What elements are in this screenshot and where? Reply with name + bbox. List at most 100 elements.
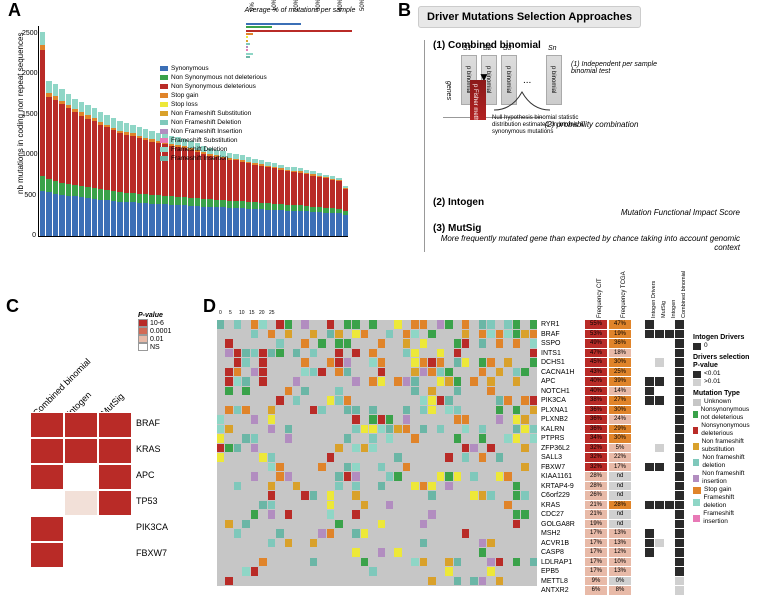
d-cell xyxy=(496,330,503,339)
legend-item: Stop loss xyxy=(160,100,267,109)
d-gene-label: LDLRAP1 xyxy=(541,558,575,568)
side-cell xyxy=(645,501,654,510)
d-cell xyxy=(251,463,258,472)
d-cell xyxy=(513,558,520,567)
d-cell xyxy=(487,387,494,396)
side-cell xyxy=(655,586,664,595)
side-cell xyxy=(665,358,674,367)
d-cell xyxy=(428,320,435,329)
d-row xyxy=(217,567,537,576)
d-cell xyxy=(487,396,494,405)
d-cell xyxy=(454,349,461,358)
d-row xyxy=(217,548,537,557)
d-cell xyxy=(217,339,224,348)
d-cell xyxy=(369,463,376,472)
d-cell xyxy=(318,425,325,434)
freq-tcga-cell: 36% xyxy=(609,339,631,348)
d-cell xyxy=(530,330,537,339)
side-cell xyxy=(675,548,684,557)
d-cell xyxy=(454,491,461,500)
d-cell xyxy=(242,406,249,415)
d-cell xyxy=(378,368,385,377)
d-xtick: 25 xyxy=(269,310,275,316)
d-cell xyxy=(293,339,300,348)
d-cell xyxy=(361,368,368,377)
freq-tcga-cell: 27% xyxy=(609,396,631,405)
d-cell xyxy=(437,558,444,567)
d-cell xyxy=(242,349,249,358)
freq-tcga-cell: 28% xyxy=(609,501,631,510)
d-cell xyxy=(276,377,283,386)
d-cell xyxy=(361,539,368,548)
d-cell xyxy=(487,406,494,415)
d-cell xyxy=(217,510,224,519)
d-cell xyxy=(394,330,401,339)
d-cell xyxy=(352,320,359,329)
side-cell xyxy=(665,406,674,415)
d-cell xyxy=(403,453,410,462)
d-xtick: 5 xyxy=(229,310,232,316)
d-cell xyxy=(394,472,401,481)
d-cell xyxy=(301,491,308,500)
d-xtick: 15 xyxy=(249,310,255,316)
d-cell xyxy=(335,491,342,500)
d-cell xyxy=(504,349,511,358)
d-cell xyxy=(259,453,266,462)
d-cell xyxy=(259,377,266,386)
d-cell xyxy=(327,349,334,358)
d-cell xyxy=(513,567,520,576)
d-cell xyxy=(496,339,503,348)
d-cell xyxy=(276,425,283,434)
null-text: Null hypothesis binomial statistic distr… xyxy=(492,115,592,136)
d-cell xyxy=(378,501,385,510)
d-cell xyxy=(437,349,444,358)
d-row xyxy=(217,320,537,329)
d-cell xyxy=(301,548,308,557)
d-cell xyxy=(386,539,393,548)
d-cell xyxy=(479,406,486,415)
d-cell xyxy=(225,358,232,367)
freq-tcga-cell: 18% xyxy=(609,349,631,358)
d-cell xyxy=(445,406,452,415)
d-cell xyxy=(293,577,300,586)
d-cell xyxy=(521,472,528,481)
d-cell xyxy=(242,529,249,538)
d-cell xyxy=(378,520,385,529)
d-cell xyxy=(259,482,266,491)
d-cell xyxy=(285,558,292,567)
d-cell xyxy=(301,406,308,415)
d-cell xyxy=(454,368,461,377)
d-cell xyxy=(217,358,224,367)
d-cell xyxy=(352,539,359,548)
d-cell xyxy=(344,358,351,367)
d-cell xyxy=(285,444,292,453)
side-cell xyxy=(675,358,684,367)
d-cell xyxy=(479,567,486,576)
d-cell xyxy=(454,510,461,519)
d-cell xyxy=(251,520,258,529)
d-cell xyxy=(420,387,427,396)
d-cell xyxy=(285,349,292,358)
d-cell xyxy=(428,558,435,567)
d-gene-label: GOLGA8R xyxy=(541,520,575,530)
d-cell xyxy=(276,320,283,329)
d-cell xyxy=(225,434,232,443)
d-cell xyxy=(259,463,266,472)
d-cell xyxy=(310,510,317,519)
d-cell xyxy=(251,567,258,576)
d-cell xyxy=(225,415,232,424)
d-cell xyxy=(394,463,401,472)
c-cell xyxy=(30,464,64,490)
side-cell xyxy=(675,434,684,443)
d-cell xyxy=(454,548,461,557)
d-cell xyxy=(301,396,308,405)
d-cell xyxy=(310,491,317,500)
d-cell xyxy=(251,396,258,405)
d-cell xyxy=(386,444,393,453)
d-cell xyxy=(217,415,224,424)
d-cell xyxy=(386,548,393,557)
d-cell xyxy=(386,453,393,462)
bar xyxy=(79,102,84,236)
d-cell xyxy=(276,577,283,586)
d-cell xyxy=(403,501,410,510)
